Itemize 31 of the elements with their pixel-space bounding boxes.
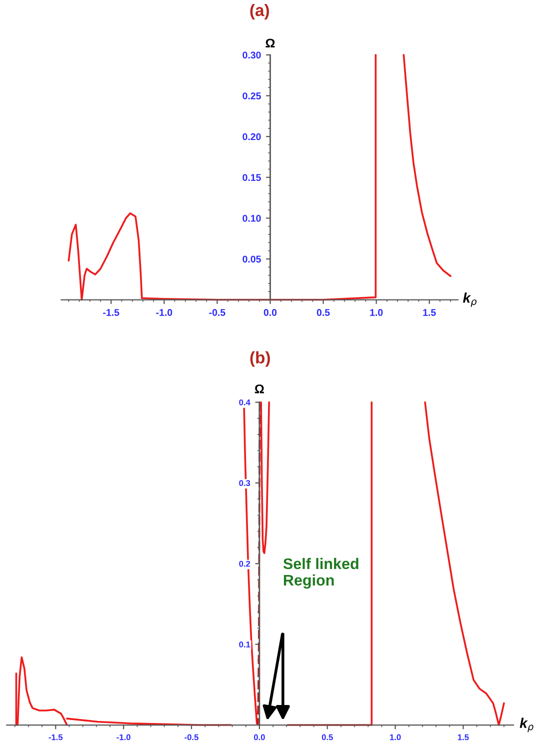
- x-tick-label: -0.5: [184, 734, 198, 740]
- y-tick-label: 0.05: [242, 256, 261, 263]
- chart-title: (b): [250, 351, 270, 367]
- y-tick-label: 0.25: [242, 92, 261, 100]
- x-tick-label: -1.0: [116, 734, 130, 740]
- x-tick-label: 1.5: [423, 309, 436, 316]
- x-tick-label: 0.5: [316, 309, 330, 316]
- y-tick-label: 0.15: [242, 174, 261, 181]
- x-tick-label: -1.5: [103, 309, 120, 316]
- y-tick-label: 0.2: [239, 560, 250, 567]
- x-tick-label: 0.0: [264, 309, 277, 316]
- x-tick-label: 0.0: [254, 734, 265, 740]
- annotation: Self linked Region: [283, 558, 358, 589]
- x-tick-label: 1.5: [458, 734, 469, 740]
- y-axis-title: Ω: [266, 38, 275, 48]
- x-tick-label: -0.5: [209, 309, 226, 316]
- x-axis-title: k$_{ρ}$: [520, 718, 534, 732]
- x-tick-label: 0.5: [322, 734, 333, 740]
- x-tick-label: 1.0: [370, 309, 383, 316]
- x-tick-label: -1.0: [156, 309, 172, 316]
- x-tick-label: -1.5: [48, 734, 63, 740]
- chart-title: (a): [250, 4, 269, 20]
- y-tick-label: 0.30: [242, 52, 261, 59]
- x-axis-title: k$_{ρ}$: [462, 292, 477, 307]
- y-tick-label: 0.4: [239, 399, 250, 406]
- y-tick-label: 0.1: [239, 642, 250, 648]
- y-tick-label: 0.3: [239, 480, 250, 486]
- x-tick-label: 1.0: [390, 734, 401, 740]
- y-tick-label: 0.20: [242, 133, 261, 140]
- y-tick-label: 0.10: [242, 214, 261, 222]
- y-axis-title: Ω: [254, 384, 264, 394]
